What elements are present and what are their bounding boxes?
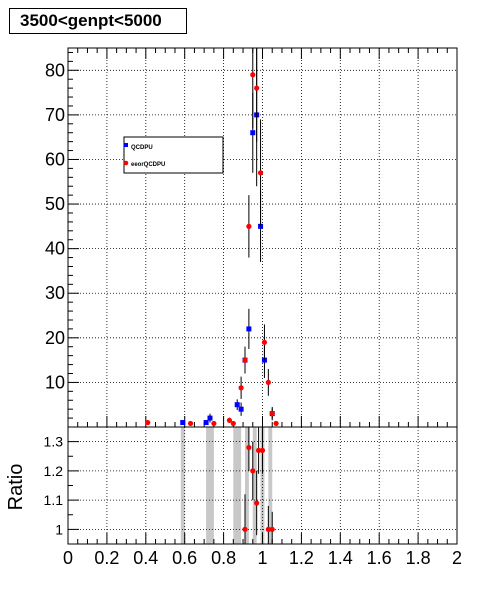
axis-ticks [67,48,458,545]
data-point-eeorqcdpu [261,339,268,345]
y-tick-label: 80 [45,60,65,80]
legend-marker-eeorqcdpu [123,160,129,166]
ratio-marks [242,427,275,544]
ratio-point [254,500,260,506]
y-tick-label: 50 [45,194,65,214]
legend: QCDPU eeorQCDPU [123,136,224,174]
ratio-point [256,447,262,453]
x-tick-label: 0.4 [133,548,158,568]
main-marks [145,48,279,427]
x-tick-label: 1.6 [367,548,392,568]
data-point-qcdpu [250,130,256,136]
data-point-eeorqcdpu [238,385,244,391]
data-point-eeorqcdpu [269,411,275,417]
data-point-qcdpu [207,415,213,421]
data-point-qcdpu [234,402,240,408]
y-tick-label: 20 [45,328,65,348]
tick-labels: 0 0.2 0.4 0.6 0.8 1 1.2 1.4 1.6 1.8 2 10 20 30 40 50 60 7… [44,60,462,568]
ratio-point [265,526,271,532]
ratio-band [252,427,257,544]
y-tick-label: 60 [45,149,65,169]
x-tick-label: 0.6 [172,548,197,568]
data-point-eeorqcdpu [254,85,260,91]
ratio-uncertainty-bands [180,427,273,544]
y-tick-label: 10 [45,372,65,392]
x-tick-label: 1 [257,548,267,568]
data-point-qcdpu [238,406,244,412]
ratio-band [233,427,242,544]
ratio-band [206,427,214,544]
x-tick-label: 1.2 [289,548,314,568]
ratio-point [250,468,256,474]
x-tick-label: 1.4 [328,548,353,568]
y-tick-label: 40 [45,239,65,259]
data-point-qcdpu [203,420,209,426]
legend-marker-qcdpu [124,143,128,147]
ratio-band [244,427,249,544]
ratio-grid [68,427,457,544]
legend-label-qcdpu: QCDPU [131,145,153,151]
ratio-point [246,444,252,451]
legend-label-eeorqcdpu: eeorQCDPU [131,162,165,168]
x-tick-label: 1.8 [406,548,431,568]
data-point-eeorqcdpu [145,419,151,426]
ratio-y-tick-label: 1.1 [44,492,64,508]
ratio-band [260,427,265,544]
legend-box [123,136,224,174]
data-point-eeorqcdpu [257,170,264,176]
ratio-y-tick-label: 1 [55,521,63,537]
ratio-band [268,427,273,544]
data-point-eeorqcdpu [230,420,236,427]
data-point-qcdpu [180,420,186,426]
ratio-y-tick-label: 1.2 [44,463,64,479]
y-tick-label: 30 [45,283,65,303]
ratio-axis-label: Ratio [5,464,27,511]
x-tick-label: 2 [452,548,462,568]
ratio-point [269,526,275,532]
data-point-eeorqcdpu [211,420,217,427]
x-tick-label: 0 [63,548,73,568]
data-point-eeorqcdpu [273,420,279,427]
data-point-eeorqcdpu [265,379,271,386]
data-point-eeorqcdpu [250,72,256,78]
data-point-eeorqcdpu [226,417,233,423]
ratio-band [180,427,185,544]
data-point-eeorqcdpu [242,357,248,363]
data-point-qcdpu [246,326,252,332]
main-grid [68,48,457,427]
chart-title: 3500<genpt<5000 [9,8,187,34]
ratio-point [242,526,248,532]
ratio-point [259,447,266,453]
x-tick-label: 0.8 [211,548,236,568]
y-tick-label: 70 [45,105,65,125]
data-point-eeorqcdpu [246,223,252,229]
data-point-eeorqcdpu [187,420,194,427]
x-tick-label: 0.2 [94,548,119,568]
ratio-y-tick-label: 1.3 [44,434,64,450]
